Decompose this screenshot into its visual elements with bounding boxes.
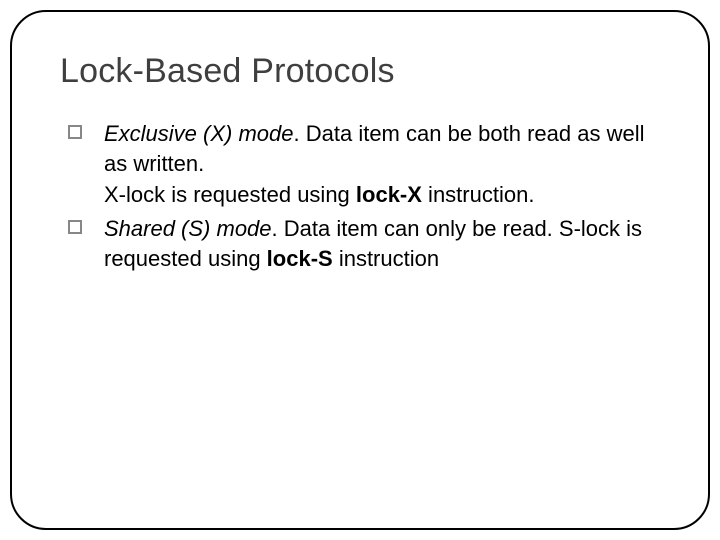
bullet-text: instruction [333,246,439,271]
slide-title: Lock-Based Protocols [60,52,660,91]
bullet-text: instruction. [422,182,535,207]
slide: Lock-Based Protocols Exclusive (X) mode.… [0,0,720,540]
bullet-list: Exclusive (X) mode. Data item can be bot… [60,119,660,275]
bullet-text: X-lock is requested using [104,182,356,207]
bullet-lead: Exclusive (X) mode [104,121,294,146]
list-item: Shared (S) mode. Data item can only be r… [68,214,660,275]
bullet-bold: lock-S [267,246,333,271]
slide-frame: Lock-Based Protocols Exclusive (X) mode.… [10,10,710,530]
list-item: Exclusive (X) mode. Data item can be bot… [68,119,660,210]
bullet-square-icon [68,125,82,139]
bullet-square-icon [68,220,82,234]
bullet-bold: lock-X [356,182,422,207]
bullet-lead: Shared (S) mode [104,216,272,241]
